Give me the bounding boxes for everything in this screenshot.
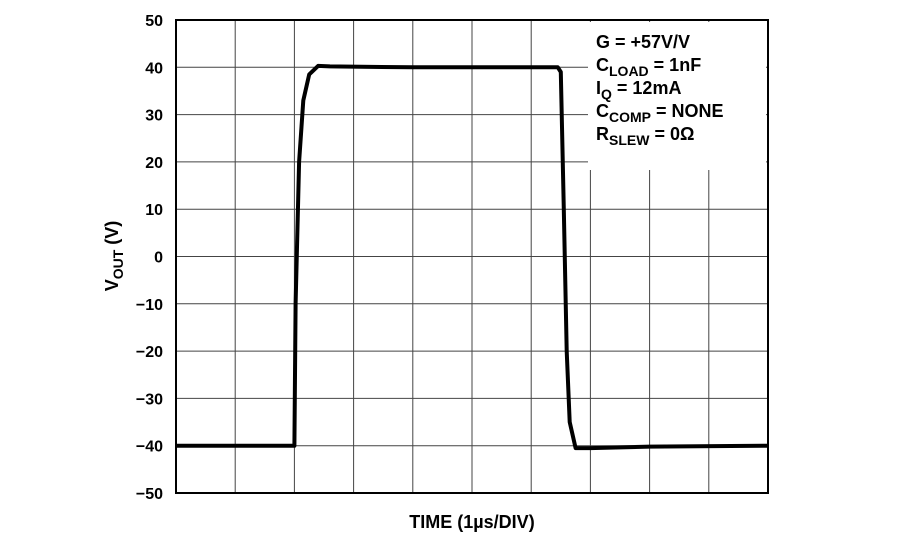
annotation-background — [588, 22, 766, 170]
series-line — [176, 63, 769, 451]
y-tick-label: 40 — [145, 60, 163, 77]
y-ticks: 50 40 30 20 10 0 −10 −20 −30 −40 −50 — [136, 13, 163, 503]
annotation-line: CLOAD = 1nF — [596, 55, 701, 79]
y-tick-label: 0 — [154, 250, 163, 267]
grid — [176, 20, 768, 493]
y-tick-label: 50 — [145, 13, 163, 30]
x-axis-label: TIME (1µs/DIV) — [409, 512, 534, 532]
y-tick-label: 10 — [145, 202, 163, 219]
annotation-line: RSLEW = 0Ω — [596, 124, 694, 148]
plot-frame — [175, 19, 769, 494]
annotation-line: G = +57V/V — [596, 32, 690, 52]
y-tick-label: −50 — [136, 486, 163, 503]
annotation-line: IQ = 12mA — [596, 78, 681, 102]
y-axis-label: VOUT (V) — [102, 221, 126, 292]
y-tick-label: −30 — [136, 391, 163, 408]
y-tick-label: −10 — [136, 297, 163, 314]
y-tick-label: 20 — [145, 155, 163, 172]
y-tick-label: 30 — [145, 108, 163, 125]
y-tick-label: −40 — [136, 439, 163, 456]
y-tick-label: −20 — [136, 344, 163, 361]
annotation-line: CCOMP = NONE — [596, 101, 724, 125]
